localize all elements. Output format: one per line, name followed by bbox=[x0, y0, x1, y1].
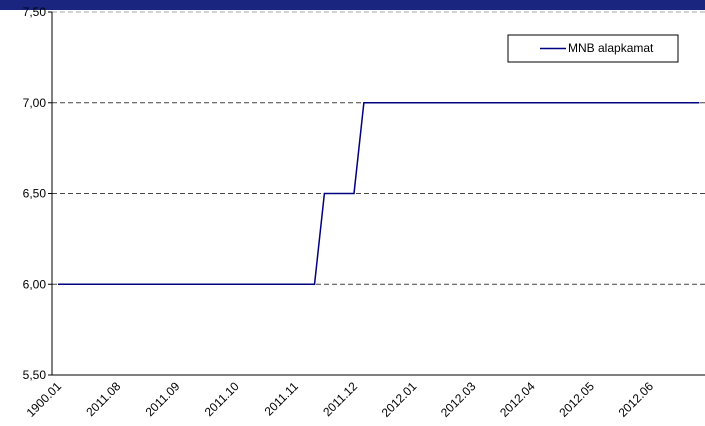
x-tick-label: 2012.01 bbox=[379, 379, 420, 420]
line-series bbox=[58, 102, 700, 285]
legend-label: MNB alapkamat bbox=[568, 41, 654, 55]
x-tick-label: 2012.05 bbox=[556, 379, 597, 420]
x-tick-label: 2012.04 bbox=[497, 379, 538, 420]
x-tick-label: 2011.08 bbox=[83, 379, 123, 419]
x-tick-label: 2011.10 bbox=[202, 379, 242, 419]
y-tick-label: 5,50 bbox=[23, 368, 47, 382]
legend: MNB alapkamat bbox=[507, 34, 679, 63]
x-tick-label: 2012.06 bbox=[616, 379, 657, 420]
x-tick-label: 2011.09 bbox=[143, 379, 183, 419]
y-tick-label: 6,50 bbox=[23, 187, 47, 201]
x-tick-label: 1900.01 bbox=[24, 379, 65, 420]
x-tick-label: 2012.03 bbox=[438, 379, 479, 420]
header-bar bbox=[0, 0, 705, 10]
x-tick-label: 2011.11 bbox=[262, 379, 302, 419]
legend-box bbox=[507, 34, 679, 63]
x-tick-label: 2011.12 bbox=[320, 379, 360, 419]
y-tick-label: 7,50 bbox=[23, 5, 47, 19]
y-tick-label: 6,00 bbox=[23, 277, 47, 291]
y-tick-label: 7,00 bbox=[23, 96, 47, 110]
